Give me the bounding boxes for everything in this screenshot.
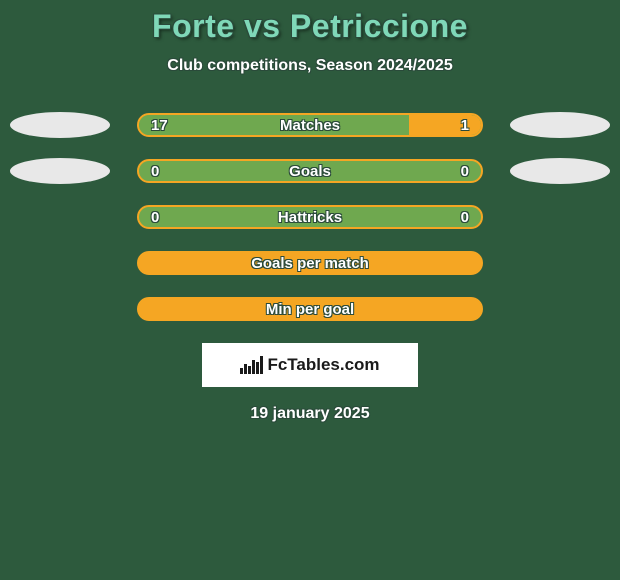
player-left-ellipse: [10, 112, 110, 138]
stat-label: Min per goal: [139, 301, 481, 318]
logo-box[interactable]: FcTables.com: [202, 343, 418, 387]
stat-row-matches: 17 Matches 1: [0, 113, 620, 137]
stat-value-right: 0: [461, 209, 469, 226]
page-title: Forte vs Petriccione: [0, 0, 620, 45]
stat-label: Matches: [139, 117, 481, 134]
stat-bar-hattricks: 0 Hattricks 0: [137, 205, 483, 229]
chart-icon: [240, 356, 263, 374]
stat-bar-matches: 17 Matches 1: [137, 113, 483, 137]
logo-text: FcTables.com: [267, 355, 379, 375]
player-right-ellipse: [510, 158, 610, 184]
main-container: Forte vs Petriccione Club competitions, …: [0, 0, 620, 580]
stat-row-goals: 0 Goals 0: [0, 159, 620, 183]
stat-label: Goals per match: [139, 255, 481, 272]
stat-bar-goals-per-match: Goals per match: [137, 251, 483, 275]
stat-bar-goals: 0 Goals 0: [137, 159, 483, 183]
stats-area: 17 Matches 1 0 Goals 0 0: [0, 113, 620, 321]
stat-row-goals-per-match: Goals per match: [0, 251, 620, 275]
stat-row-min-per-goal: Min per goal: [0, 297, 620, 321]
stat-bar-min-per-goal: Min per goal: [137, 297, 483, 321]
stat-value-right: 0: [461, 163, 469, 180]
stat-label: Goals: [139, 163, 481, 180]
stat-label: Hattricks: [139, 209, 481, 226]
player-left-ellipse: [10, 158, 110, 184]
stat-row-hattricks: 0 Hattricks 0: [0, 205, 620, 229]
stat-value-right: 1: [461, 117, 469, 134]
subtitle: Club competitions, Season 2024/2025: [0, 57, 620, 75]
date-text: 19 january 2025: [0, 405, 620, 423]
player-right-ellipse: [510, 112, 610, 138]
